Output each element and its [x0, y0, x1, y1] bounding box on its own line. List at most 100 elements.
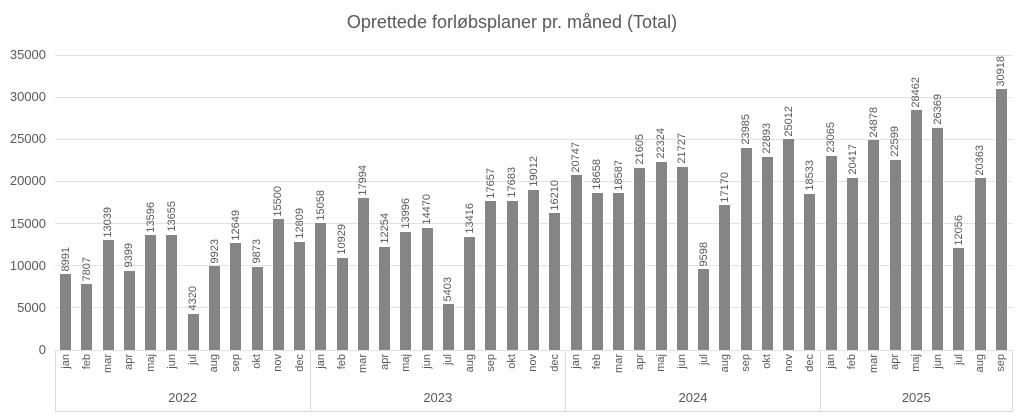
month-tick-label: aug — [718, 354, 731, 373]
bar-value-label: 12056 — [952, 214, 965, 246]
year-tick-label: 2023 — [423, 390, 453, 405]
bar — [230, 243, 242, 350]
month-tick-label: feb — [591, 354, 604, 370]
bar-value-label: 12649 — [229, 209, 242, 241]
bar-value-label: 13039 — [102, 206, 115, 238]
bar-value-label: 4320 — [187, 286, 200, 311]
bar-value-label: 17657 — [484, 167, 497, 199]
month-tick-label: jan — [825, 354, 838, 369]
bar — [740, 147, 752, 350]
bar — [81, 284, 93, 350]
y-axis-tick-label: 35000 — [9, 47, 46, 62]
month-tick-label: aug — [208, 354, 221, 373]
y-axis-tick-label: 25000 — [9, 131, 46, 147]
bar-value-label: 17683 — [506, 167, 519, 198]
bar-value-label: 9873 — [251, 239, 264, 264]
year-tick-label: 2022 — [168, 390, 198, 405]
month-tick-label: jun — [676, 354, 689, 369]
year-separator — [564, 350, 566, 411]
bar-value-label: 30918 — [995, 55, 1008, 87]
y-axis-tick-label: 30000 — [9, 89, 46, 105]
bar-value-label: 7807 — [80, 256, 93, 282]
bar-value-label: 18587 — [612, 159, 625, 191]
bar — [528, 189, 539, 350]
chart-title: Oprettede forløbsplaner pr. måned (Total… — [346, 12, 678, 32]
month-tick-label: dec — [803, 354, 816, 372]
bar-value-label: 18658 — [591, 159, 604, 190]
bar-value-label: 5403 — [442, 276, 455, 302]
month-tick-label: jul — [187, 354, 200, 366]
month-tick-label: maj — [144, 354, 157, 372]
bar — [506, 200, 518, 350]
bar — [825, 155, 837, 350]
bar — [719, 205, 731, 350]
month-tick-label: apr — [633, 354, 646, 370]
bar — [932, 127, 944, 350]
bar-value-label: 17994 — [357, 164, 370, 196]
bar-value-label: 22893 — [761, 123, 774, 155]
gridline — [55, 138, 1012, 140]
bar — [570, 175, 582, 350]
month-tick-label: jan — [59, 354, 72, 369]
month-tick-label: apr — [378, 354, 391, 370]
bar — [336, 257, 348, 350]
bar — [655, 161, 667, 350]
bar — [804, 193, 816, 350]
bar-value-label: 28462 — [910, 76, 923, 108]
bar — [145, 235, 157, 350]
bar-value-label: 24878 — [867, 106, 880, 138]
month-tick-label: jun — [421, 354, 434, 369]
bar — [591, 192, 603, 350]
month-tick-label: jan — [570, 354, 583, 369]
y-axis-tick-label: 10000 — [9, 257, 46, 273]
bar — [209, 266, 220, 350]
y-axis-tick-label: 5000 — [17, 299, 46, 315]
month-tick-label: feb — [846, 354, 859, 370]
bar — [102, 240, 114, 350]
bar — [676, 166, 688, 350]
month-tick-label: maj — [399, 354, 412, 372]
bar-value-label: 13416 — [463, 203, 476, 234]
bar-value-label: 23065 — [825, 122, 838, 153]
month-tick-label: feb — [336, 354, 349, 370]
bar — [549, 213, 561, 350]
bar-value-label: 21727 — [676, 133, 689, 164]
month-tick-label: dec — [548, 354, 561, 372]
bar — [783, 139, 795, 350]
gridline — [55, 180, 1012, 182]
bar-value-label: 17170 — [718, 171, 731, 203]
month-tick-label: jul — [442, 354, 455, 366]
bar-value-label: 26369 — [931, 94, 944, 125]
bar-value-label: 15500 — [272, 185, 285, 217]
month-tick-label: okt — [761, 354, 774, 369]
bar — [634, 167, 646, 350]
month-tick-label: apr — [889, 354, 902, 370]
month-tick-label: mar — [867, 354, 880, 373]
bar-value-label: 9923 — [208, 238, 221, 264]
bar — [698, 269, 710, 350]
bar-value-label: 14470 — [421, 194, 434, 226]
month-tick-label: jun — [931, 354, 944, 369]
y-axis: 0 5000 10000 15000 20000 25000 30000 35000 — [0, 0, 46, 416]
month-tick-label: aug — [974, 354, 987, 373]
bar — [910, 110, 922, 350]
bar — [485, 201, 497, 350]
bar — [761, 157, 773, 350]
y-axis-tick-label: 0 — [38, 342, 46, 357]
bar-value-label: 20747 — [570, 141, 583, 173]
bar-value-label: 16210 — [548, 179, 561, 211]
month-tick-label: nov — [272, 354, 285, 372]
bar — [889, 159, 901, 350]
bar — [294, 242, 306, 350]
bar — [847, 177, 858, 350]
bar-value-label: 19012 — [527, 156, 540, 187]
month-tick-label: jul — [952, 354, 965, 366]
bar-value-label: 15058 — [314, 189, 327, 221]
bar — [464, 236, 476, 350]
bar-value-label: 8991 — [59, 246, 72, 272]
bar-value-label: 23985 — [740, 114, 753, 145]
month-tick-label: dec — [293, 354, 306, 372]
bar-value-label: 20363 — [974, 144, 987, 176]
bar-value-label: 13596 — [144, 201, 157, 233]
